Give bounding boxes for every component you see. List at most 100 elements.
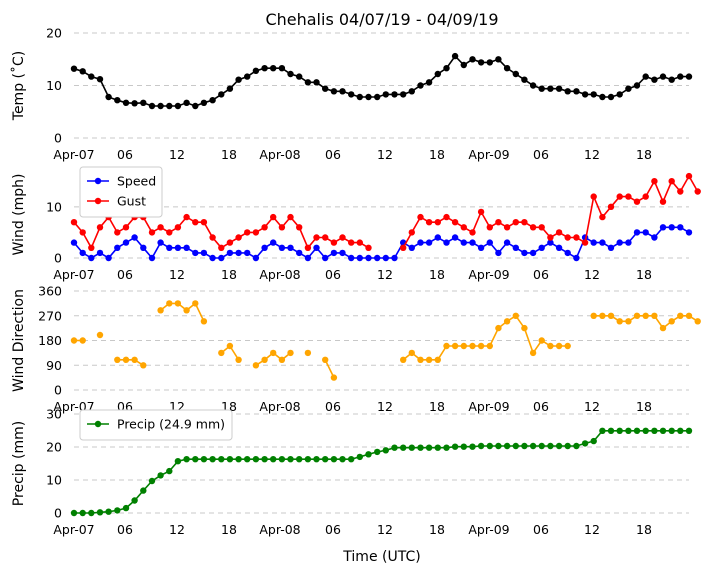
data-point <box>313 244 320 251</box>
data-point <box>391 91 398 98</box>
data-point <box>668 318 675 325</box>
x-tick-label: Apr-08 <box>259 522 300 537</box>
x-tick-label: 12 <box>169 522 185 537</box>
data-point <box>304 349 312 357</box>
data-point <box>477 342 485 350</box>
data-point <box>192 219 199 226</box>
data-point <box>105 508 112 515</box>
data-point <box>625 85 632 92</box>
data-point <box>166 467 173 475</box>
data-point <box>252 229 260 236</box>
data-point <box>486 59 493 66</box>
data-point <box>538 85 545 92</box>
data-point <box>174 300 182 307</box>
x-tick-label: Apr-07 <box>53 522 94 537</box>
data-point <box>408 349 415 357</box>
data-point <box>270 456 277 463</box>
data-point <box>685 427 693 434</box>
data-point <box>555 442 563 450</box>
data-point <box>278 244 286 251</box>
data-point <box>573 234 580 241</box>
x-tick-label: 18 <box>429 267 445 282</box>
series-line <box>73 54 689 107</box>
panel-2: 0 10 Apr-07 06 12 18 Apr-08 06 12 18 Apr-09 06 12 18 W… <box>11 166 701 282</box>
data-point <box>659 427 667 434</box>
data-point <box>555 244 563 251</box>
data-point <box>96 224 104 231</box>
data-point <box>564 442 571 450</box>
x-tick-label: 12 <box>377 267 393 282</box>
data-point <box>261 244 268 251</box>
data-point <box>443 213 450 221</box>
data-point <box>313 234 320 241</box>
data-point <box>434 234 441 241</box>
x-tick-label: 06 <box>117 522 133 537</box>
data-point <box>503 224 511 231</box>
data-point <box>564 249 571 257</box>
data-point <box>521 219 528 226</box>
data-point <box>356 453 363 461</box>
data-point <box>96 76 104 83</box>
data-point <box>226 85 234 92</box>
data-point <box>547 442 554 450</box>
y-tick-label: 0 <box>54 251 62 266</box>
data-point <box>278 224 286 231</box>
series-gust <box>70 172 701 251</box>
x-tick-label: 06 <box>117 267 133 282</box>
data-point <box>105 254 112 262</box>
data-point <box>503 318 511 325</box>
data-point <box>322 85 329 92</box>
data-point <box>651 76 658 83</box>
data-point <box>460 61 467 69</box>
data-point <box>183 244 190 251</box>
data-point <box>330 88 338 95</box>
data-point <box>642 427 649 434</box>
data-point <box>374 448 381 456</box>
data-point <box>625 427 632 434</box>
legend-marker <box>94 197 102 205</box>
data-point <box>192 249 199 257</box>
data-point <box>625 193 632 200</box>
data-point <box>408 88 415 95</box>
data-point <box>573 88 580 95</box>
data-point <box>200 99 208 107</box>
data-point <box>460 239 467 246</box>
data-point <box>174 244 182 251</box>
data-point <box>547 234 554 241</box>
data-point <box>503 239 511 246</box>
data-point <box>590 193 597 200</box>
data-point <box>140 244 147 251</box>
data-point <box>322 234 329 241</box>
data-point <box>486 224 493 231</box>
data-point <box>278 356 286 363</box>
x-tick-label: Apr-09 <box>468 267 509 282</box>
data-point <box>140 487 147 494</box>
data-point <box>114 229 121 236</box>
data-point <box>79 229 86 236</box>
x-tick-label: 12 <box>377 399 393 414</box>
data-point <box>330 456 338 463</box>
data-point <box>183 307 190 314</box>
x-tick-label: Apr-09 <box>468 399 509 414</box>
data-point <box>382 91 389 98</box>
data-point <box>148 229 156 236</box>
y-axis-label: Temp (˚C) <box>10 51 27 121</box>
data-point <box>564 234 571 241</box>
data-point <box>651 312 658 319</box>
data-point <box>477 208 485 216</box>
data-point <box>209 456 216 463</box>
data-point <box>374 254 381 262</box>
data-point <box>633 312 641 319</box>
series-panel-1 <box>70 52 693 110</box>
data-point <box>460 342 467 350</box>
data-point <box>192 300 199 307</box>
data-point <box>659 73 667 80</box>
y-tick-label: 180 <box>38 333 62 348</box>
data-point <box>287 213 294 221</box>
data-point <box>244 456 251 463</box>
data-point <box>96 331 104 339</box>
data-point <box>633 198 641 205</box>
y-tick-label: 360 <box>38 284 62 299</box>
x-tick-label: Apr-07 <box>53 147 94 162</box>
data-point <box>200 318 208 325</box>
